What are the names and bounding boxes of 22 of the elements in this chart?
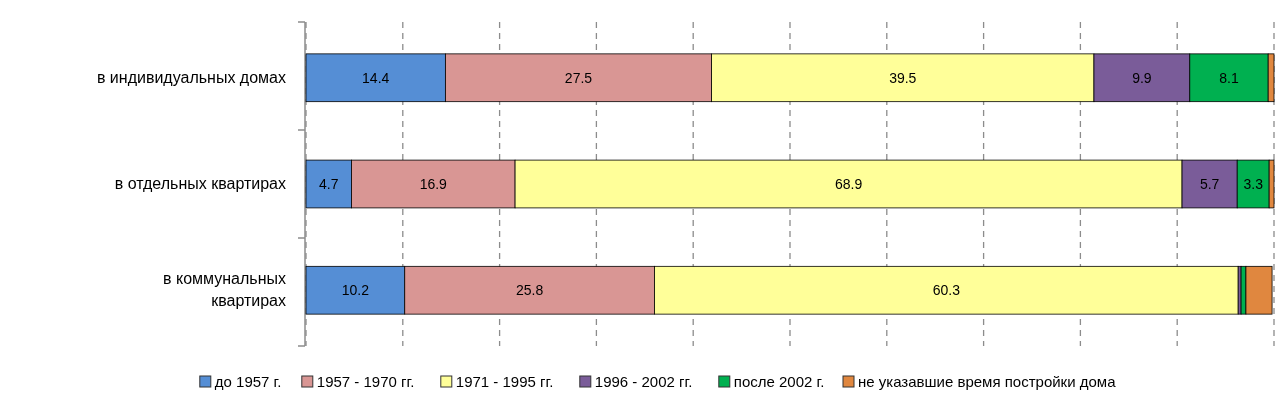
legend-label: после 2002 г. [733,373,825,390]
data-label: 8.1 [1219,69,1239,86]
legend-label: 1957 - 1970 гг. [316,373,415,390]
data-label: 10.2 [341,282,370,299]
data-label: 14.4 [362,69,390,86]
data-label: 5.7 [1199,176,1220,192]
legend-label: до 1957 г. [214,373,282,390]
data-label: 25.8 [515,282,544,299]
data-label: 4.7 [319,176,339,192]
legend-label: не указавшие время постройки дома [858,373,1117,390]
data-label: 9.9 [1132,69,1152,86]
y-tick-label: в коммунальных квартирах [163,270,286,310]
data-label: 16.9 [419,176,448,192]
y-tick-label: в индивидуальных домах [96,68,286,86]
legend-label: 1996 - 2002 гг. [594,373,693,390]
data-label: 60.3 [932,282,961,299]
data-label: 39.5 [889,69,917,86]
data-label: 68.9 [834,176,863,192]
data-label: 27.5 [564,69,593,86]
legend-label: 1971 - 1995 гг. [455,373,554,390]
y-tick-label: в отдельных квартирах [114,175,286,192]
data-label: 3.3 [1243,176,1264,192]
